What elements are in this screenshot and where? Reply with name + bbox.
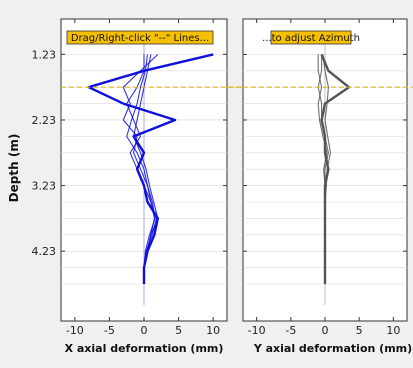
panel-y-xtick-label: -5 [285,324,296,337]
y-axis-label: Depth (m) [7,134,21,203]
panel-x-hint-label: Drag/Right-click "--" Lines... [71,33,209,44]
panel-y-xtick-label: -10 [248,324,266,337]
panel-x-xtick-label: 10 [206,324,220,337]
panel-y-series-line-4 [322,54,332,284]
y-tick-label: 2.23 [32,114,57,127]
panel-x-xtick-label: 5 [175,324,182,337]
panel-x-series-line-5 [133,54,159,284]
panel-y-x-axis-label: Y axial deformation (mm) [253,342,412,355]
panel-x-xtick-label: 0 [141,324,148,337]
panel-x-hint-box [66,30,214,45]
panel-y-xtick-label: 0 [322,324,329,337]
panel-x-xtick-label: -5 [104,324,115,337]
y-tick-label: 1.23 [32,48,57,61]
panel-y-hint-box [270,30,352,45]
panel-x-series-line-4 [126,54,156,284]
panel-x-xtick-label: -10 [66,324,84,337]
y-tick-label: 4.23 [32,245,57,258]
panel-y-hint-label: ...to adjust Azimuth [262,33,360,44]
panel-y-xtick-label: 10 [386,324,400,337]
panel-y-xtick-label: 5 [356,324,363,337]
y-tick-label: 3.23 [32,180,57,193]
panel-x-x-axis-label: X axial deformation (mm) [65,342,224,355]
